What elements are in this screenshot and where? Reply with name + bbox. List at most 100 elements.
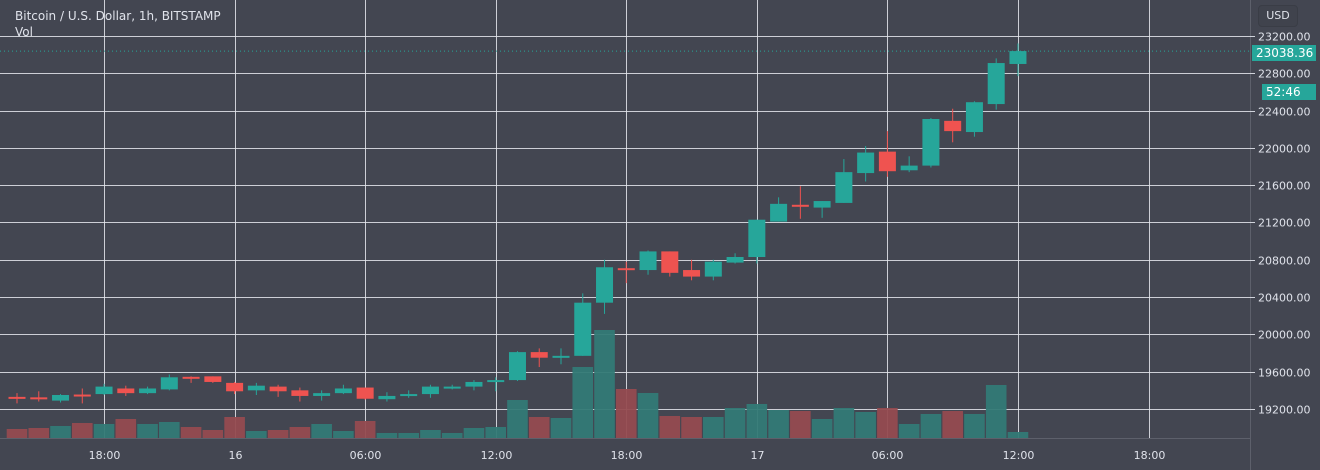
volume-bar [768,410,789,438]
candle-body [313,393,331,396]
currency-button[interactable]: USD [1258,5,1298,27]
symbol-title: Bitcoin / U.S. Dollar, 1h, BITSTAMP [15,9,221,23]
volume-bar [50,426,71,438]
price-tick-label: 22400.00 [1258,106,1311,119]
price-tick-label: 19600.00 [1258,367,1311,380]
time-tick-label: 12:00 [1003,449,1035,462]
price-tick-label: 22800.00 [1258,68,1311,81]
price-axis [1250,0,1320,470]
candle-body [835,172,853,203]
volume-bar [398,433,419,438]
candle-body [1009,51,1027,64]
candle-body [378,395,396,400]
candle-body [182,376,200,379]
volume-bar [93,424,115,438]
candle-body [269,386,287,392]
time-tick-label: 18:00 [611,449,643,462]
chart-legend: Bitcoin / U.S. Dollar, 1h, BITSTAMP Vol [15,8,221,40]
volume-bar [311,424,332,438]
volume-bar [267,430,289,438]
time-tick-label: 18:00 [89,449,121,462]
candle-body [748,219,766,257]
volume-bar [463,428,485,438]
volume-bar [376,433,398,438]
volume-bar [724,408,746,438]
bar-countdown-badge: 52:46 [1262,84,1316,100]
volume-bar [920,414,942,438]
candle-body [247,385,265,391]
volume-bar [71,423,93,438]
candle-body [922,118,940,166]
candle-body [30,397,48,400]
candle-body [95,386,113,395]
volume-bar [246,431,267,438]
volume-bar [942,411,963,438]
time-tick-label: 16 [229,449,243,462]
candle-body [791,204,809,207]
volume-bar [6,429,28,438]
candle-body [508,352,526,381]
time-tick-label: 12:00 [481,449,513,462]
price-tick-label: 20000.00 [1258,329,1311,342]
candle-body [813,201,831,208]
volume-bar [811,419,833,438]
candle-body [770,203,788,222]
volume-bar [594,330,615,438]
candle-body [530,352,548,358]
volume-bar [898,424,920,438]
volume-bar [659,416,681,438]
candle-body [596,267,614,303]
candle-body [421,386,439,395]
volume-label: Vol [15,25,33,39]
candle-body [944,120,962,132]
volume-bar [420,430,441,438]
price-tick-label: 21600.00 [1258,180,1311,193]
candle-body [356,387,374,399]
volume-bar [441,433,463,438]
candle-body [726,256,744,263]
candle-body [487,380,505,383]
volume-bar [202,430,224,438]
volume-bar [28,428,50,438]
candle-body [639,251,657,271]
volume-bar [485,427,507,438]
candle-body [204,376,222,382]
last-price-badge: 23038.36 [1252,45,1316,61]
candle-body [400,394,418,397]
volume-bar [507,400,528,438]
volume-bar [137,424,158,438]
volume-bar [790,411,811,438]
volume-bar [354,421,376,438]
candle-body [965,102,983,133]
price-tick-label: 22000.00 [1258,143,1311,156]
volume-bar [833,408,855,438]
candle-body [704,261,722,277]
candle-body [683,270,701,277]
time-tick-label: 06:00 [350,449,382,462]
candle-body [987,63,1005,105]
candle-body [443,386,461,389]
candle-body [552,355,570,358]
candle-body [160,377,178,390]
volume-bar [877,408,898,438]
candle-body [857,152,875,174]
volume-bar [615,389,637,438]
volume-bar [333,431,354,438]
candle-body [465,381,483,387]
volume-bar [1007,432,1029,438]
volume-bar [746,404,768,438]
candle-body [617,268,635,271]
candle-body [334,388,352,394]
candle-body [117,388,135,394]
candle-body [52,395,70,401]
volume-bar [703,417,724,438]
price-tick-label: 23200.00 [1258,31,1311,44]
candle-body [73,394,91,397]
price-tick-label: 19200.00 [1258,404,1311,417]
candle-body [878,151,896,172]
volume-bar [528,417,550,438]
volume-bar [224,417,245,438]
candle-body [661,251,679,273]
price-tick-label: 20800.00 [1258,255,1311,268]
